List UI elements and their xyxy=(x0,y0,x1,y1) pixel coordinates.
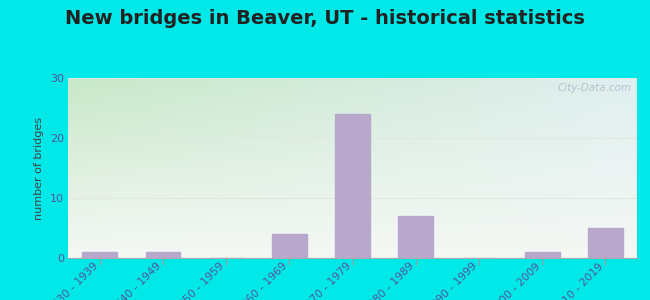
Text: 2010 - 2019: 2010 - 2019 xyxy=(551,261,605,300)
Text: New bridges in Beaver, UT - historical statistics: New bridges in Beaver, UT - historical s… xyxy=(65,9,585,28)
Bar xyxy=(272,234,307,258)
Text: 1950 - 1959: 1950 - 1959 xyxy=(172,261,226,300)
Text: 1960 - 1969: 1960 - 1969 xyxy=(236,261,289,300)
Bar xyxy=(398,216,433,258)
Bar xyxy=(83,252,117,258)
Text: 1970 - 1979: 1970 - 1979 xyxy=(299,261,352,300)
Text: 1990 - 1999: 1990 - 1999 xyxy=(425,261,479,300)
Bar xyxy=(588,228,623,258)
Text: City-Data.com: City-Data.com xyxy=(557,83,631,93)
Text: 1930 - 1939: 1930 - 1939 xyxy=(46,261,100,300)
Bar xyxy=(335,114,370,258)
Text: 2000 - 2009: 2000 - 2009 xyxy=(488,261,542,300)
Bar xyxy=(146,252,181,258)
Text: 1980 - 1989: 1980 - 1989 xyxy=(362,261,416,300)
Text: 1940 - 1949: 1940 - 1949 xyxy=(109,261,163,300)
Y-axis label: number of bridges: number of bridges xyxy=(34,116,44,220)
Bar xyxy=(525,252,560,258)
